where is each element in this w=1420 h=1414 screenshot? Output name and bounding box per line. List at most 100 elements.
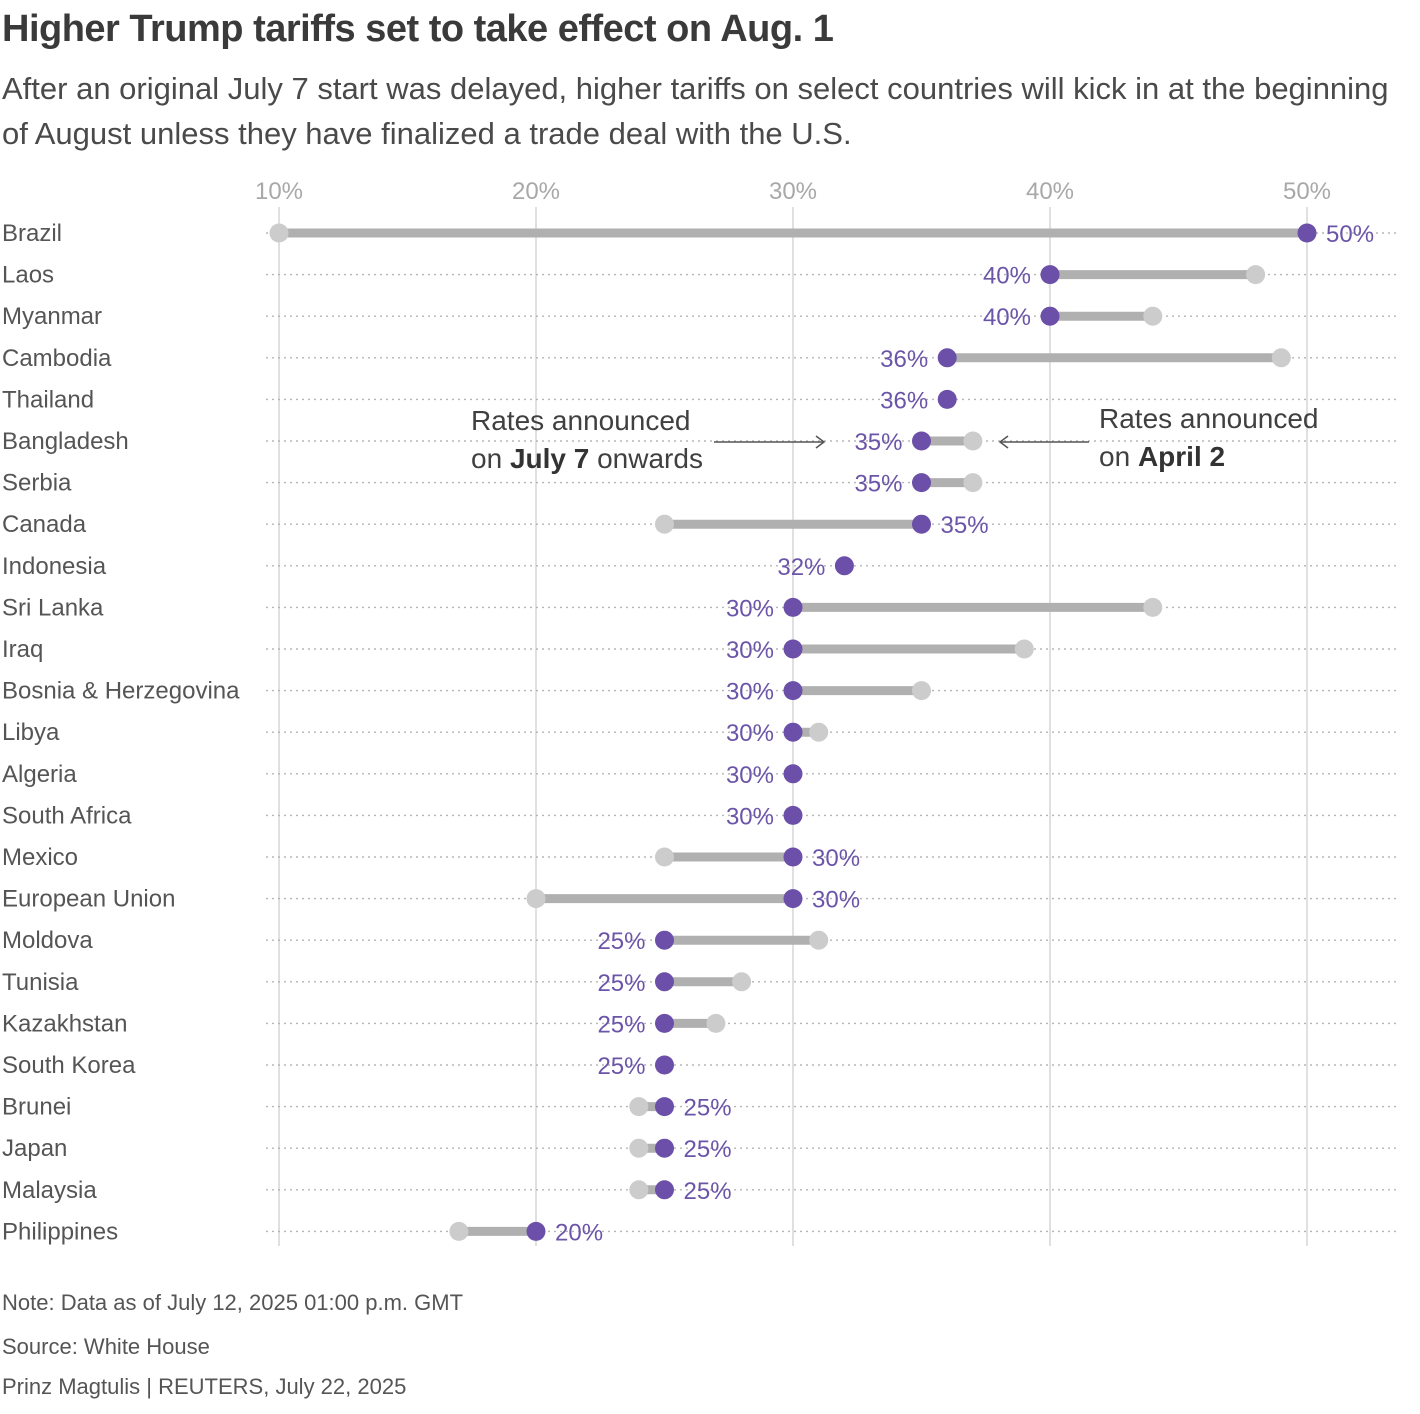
july-dot bbox=[834, 556, 854, 576]
row-brazil: Brazil 50% bbox=[2, 220, 1396, 248]
april-dot bbox=[1143, 597, 1163, 617]
april-dot bbox=[629, 1138, 649, 1158]
footer-credit: Prinz Magtulis | REUTERS, July 22, 2025 bbox=[2, 1374, 407, 1399]
value-label: 25% bbox=[597, 1011, 645, 1038]
row-myanmar: Myanmar 40% bbox=[2, 303, 1396, 331]
country-label: Tunisia bbox=[2, 969, 79, 996]
april-dot bbox=[963, 473, 983, 493]
value-label: 25% bbox=[684, 1095, 732, 1122]
country-label: Indonesia bbox=[2, 553, 107, 580]
tick-label-40: 40% bbox=[1026, 178, 1074, 205]
country-label: European Union bbox=[2, 886, 175, 913]
july-dot bbox=[937, 348, 957, 368]
july-dot bbox=[783, 681, 803, 701]
tick-label-30: 30% bbox=[769, 178, 817, 205]
april-dot bbox=[1014, 639, 1034, 659]
april-dot bbox=[732, 972, 752, 992]
april-dot bbox=[809, 722, 829, 742]
annotation-july-line2: on July 7 onwards bbox=[471, 443, 703, 474]
country-label: South Africa bbox=[2, 802, 132, 829]
row-libya: Libya 30% bbox=[2, 719, 1396, 747]
july-dot bbox=[655, 1097, 674, 1117]
july-dot bbox=[1040, 306, 1060, 326]
april-dot bbox=[963, 431, 983, 451]
july-dot bbox=[912, 473, 931, 493]
tick-label-20: 20% bbox=[512, 178, 560, 205]
country-label: Iraq bbox=[2, 636, 43, 663]
country-label: Canada bbox=[2, 511, 87, 538]
row-philippines: Philippines 20% bbox=[2, 1218, 1396, 1246]
country-label: Bangladesh bbox=[2, 428, 129, 455]
country-label: Philippines bbox=[2, 1218, 118, 1245]
value-label: 25% bbox=[684, 1136, 732, 1163]
chart-subtitle: After an original July 7 start was delay… bbox=[2, 71, 1389, 151]
x-axis: 10% 20% 30% 40% 50% bbox=[255, 178, 1331, 205]
july-dot bbox=[655, 972, 674, 992]
country-label: Malaysia bbox=[2, 1177, 97, 1204]
value-label: 30% bbox=[812, 887, 860, 914]
july-dot bbox=[783, 764, 803, 784]
april-dot bbox=[1271, 348, 1291, 368]
chart-rows: Brazil 50%Laos 40%Myanmar 40%Cambodia 36%Tha… bbox=[2, 220, 1396, 1246]
annotation-july-arrowhead bbox=[815, 435, 826, 449]
value-label: 30% bbox=[726, 762, 774, 789]
july-dot bbox=[655, 1013, 674, 1033]
value-label: 30% bbox=[726, 637, 774, 664]
value-label: 20% bbox=[555, 1219, 603, 1246]
annotation-april-line2: on April 2 bbox=[1099, 441, 1225, 472]
row-laos: Laos 40% bbox=[2, 262, 1396, 290]
april-dot bbox=[269, 223, 289, 243]
april-dot bbox=[655, 514, 674, 534]
country-label: Libya bbox=[2, 719, 60, 746]
value-label: 36% bbox=[880, 346, 928, 373]
row-mexico: Mexico 30% bbox=[2, 844, 1396, 872]
row-serbia: Serbia 35% bbox=[2, 470, 1396, 498]
country-label: Kazakhstan bbox=[2, 1010, 127, 1037]
value-label: 35% bbox=[854, 429, 902, 456]
row-brunei: Brunei 25% bbox=[2, 1094, 1396, 1122]
country-label: Japan bbox=[2, 1135, 67, 1162]
country-label: Moldova bbox=[2, 927, 93, 954]
footer-note: Note: Data as of July 12, 2025 01:00 p.m… bbox=[2, 1290, 464, 1315]
april-dot bbox=[1246, 265, 1266, 285]
value-label: 30% bbox=[726, 803, 774, 830]
row-kazakhstan: Kazakhstan 25% bbox=[2, 1010, 1396, 1038]
april-dot bbox=[526, 889, 546, 909]
value-label: 40% bbox=[983, 263, 1031, 290]
country-label: Brazil bbox=[2, 220, 62, 247]
row-bosnia-herzegovina: Bosnia & Herzegovina 30% bbox=[2, 678, 1396, 706]
annotation-april-line1: Rates announced bbox=[1099, 403, 1319, 434]
value-label: 25% bbox=[597, 928, 645, 955]
july-dot bbox=[783, 847, 803, 867]
value-label: 30% bbox=[726, 595, 774, 622]
annotation-july: Rates announced on July 7 onwards bbox=[471, 405, 826, 474]
country-label: Thailand bbox=[2, 386, 94, 413]
row-thailand: Thailand 36% bbox=[2, 386, 1396, 414]
country-label: Myanmar bbox=[2, 303, 102, 330]
row-iraq: Iraq 30% bbox=[2, 636, 1396, 664]
value-label: 25% bbox=[597, 1053, 645, 1080]
chart-title: Higher Trump tariffs set to take effect … bbox=[2, 8, 834, 50]
row-malaysia: Malaysia 25% bbox=[2, 1177, 1396, 1205]
value-label: 32% bbox=[777, 554, 825, 581]
row-sri-lanka: Sri Lanka 30% bbox=[2, 594, 1396, 622]
value-label: 35% bbox=[854, 471, 902, 498]
country-label: Sri Lanka bbox=[2, 594, 104, 621]
country-label: Cambodia bbox=[2, 345, 112, 372]
july-dot bbox=[937, 389, 957, 409]
row-cambodia: Cambodia 36% bbox=[2, 345, 1396, 373]
annotation-april: Rates announced on April 2 bbox=[998, 403, 1319, 472]
row-indonesia: Indonesia 32% bbox=[2, 553, 1396, 581]
row-south-africa: South Africa 30% bbox=[2, 802, 1396, 830]
july-dot bbox=[783, 805, 803, 825]
july-dot bbox=[655, 930, 674, 950]
april-dot bbox=[449, 1221, 469, 1241]
annotation-april-arrowhead bbox=[998, 435, 1009, 449]
july-dot bbox=[783, 722, 803, 742]
april-dot bbox=[706, 1013, 726, 1033]
country-label: Brunei bbox=[2, 1094, 71, 1121]
july-dot bbox=[655, 1138, 674, 1158]
july-dot bbox=[783, 639, 803, 659]
dumbbell-chart: 10% 20% 30% 40% 50% Brazil 50% Laos 40% Myanmar 4… bbox=[2, 178, 1396, 1246]
country-label: Serbia bbox=[2, 470, 72, 497]
